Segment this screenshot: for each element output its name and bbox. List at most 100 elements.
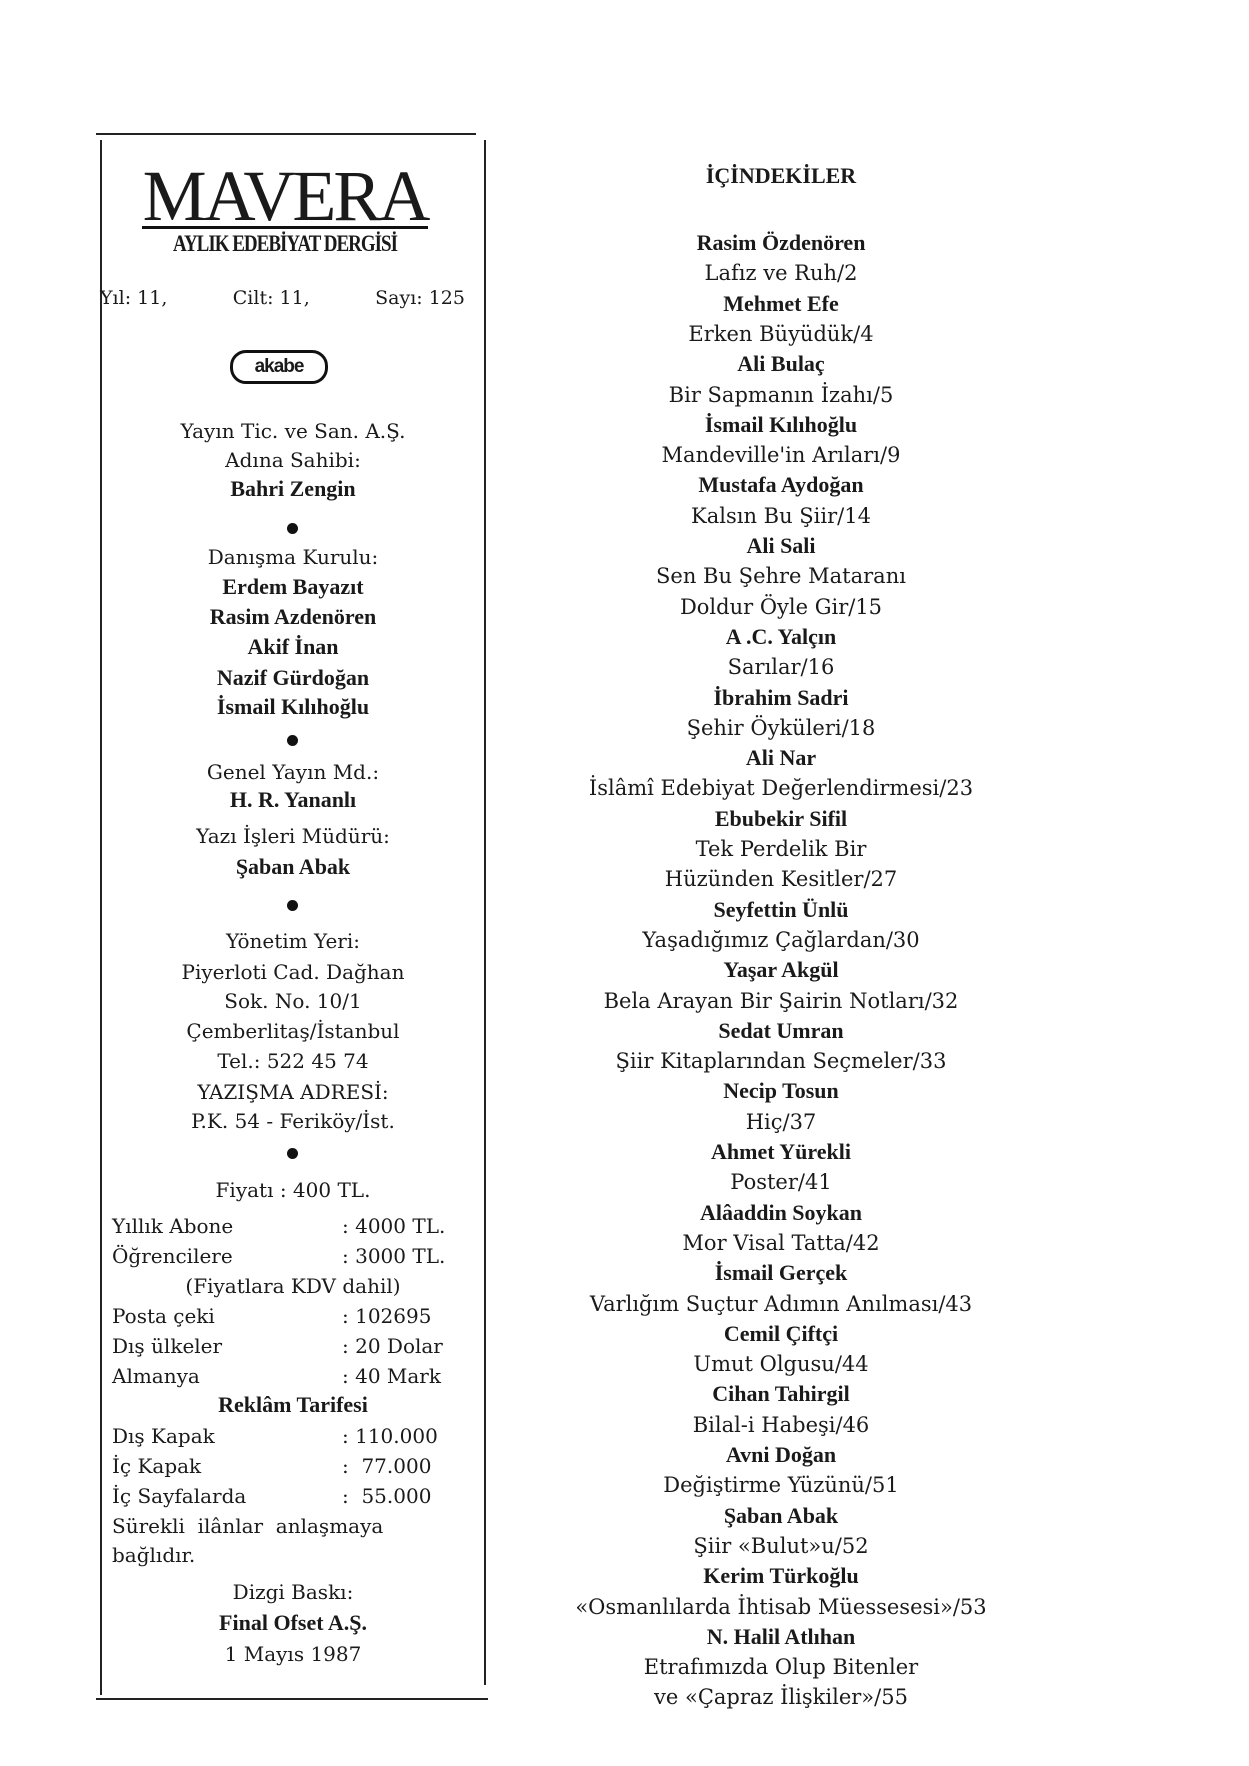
issue-info: Yıl: 11, Cilt: 11, Sayı: 125 (100, 287, 465, 309)
toc-author: İsmail Gerçek (714, 1260, 848, 1286)
imprint-line: YAZIŞMA ADRESİ: (197, 1080, 389, 1104)
toc-title-page: «Osmanlılarda İhtisab Müessesesi»/53 (575, 1594, 987, 1619)
issue-year: Yıl: 11, (100, 287, 168, 309)
row-label: İç Sayfalarda (112, 1484, 247, 1508)
toc-title-page: İslâmî Edebiyat Değerlendirmesi/23 (588, 776, 974, 801)
imprint-line: Tel.: 522 45 74 (217, 1049, 369, 1073)
toc-author: N. Halil Atlıhan (706, 1623, 856, 1649)
right-rule (484, 140, 486, 1685)
toc-author: Mehmet Efe (723, 290, 839, 316)
toc-author: Kerim Türkoğlu (703, 1563, 859, 1589)
toc-author: Ali Sali (746, 533, 816, 558)
toc-title-page: Şehir Öyküleri/18 (686, 715, 876, 740)
row-label: Dış Kapak (112, 1424, 215, 1448)
row-value: : 40 Mark (342, 1364, 441, 1388)
top-rule (96, 133, 476, 135)
bullet-separator (287, 900, 298, 911)
toc-title-page: Şiir «Bulut»u/52 (693, 1533, 869, 1558)
toc-title-page: Poster/41 (730, 1170, 832, 1195)
logo-underline (142, 226, 428, 229)
imprint-name: H. R. Yananlı (229, 787, 357, 812)
toc-author: Ahmet Yürekli (711, 1139, 851, 1164)
toc-title-page: Bilal-i Habeşi/46 (692, 1412, 870, 1437)
toc-title-page: Sarılar/16 (727, 655, 835, 680)
toc-author: Sedat Umran (718, 1017, 844, 1043)
toc-author: Şaban Abak (723, 1502, 839, 1528)
row-value: : 77.000 (342, 1454, 432, 1478)
row-value: : 3000 TL. (342, 1244, 446, 1268)
imprint-name: Final Ofset A.Ş. (219, 1610, 367, 1635)
toc-author: Alâaddin Soykan (699, 1199, 863, 1225)
toc-title-page: Doldur Öyle Gir/15 (679, 594, 883, 619)
toc-title-page: Mor Visal Tatta/42 (682, 1230, 880, 1255)
imprint-row: Yıllık Abone : 4000 TL. (112, 1213, 472, 1239)
publisher-logo: akabe (230, 350, 328, 384)
toc-author: Avni Doğan (725, 1442, 837, 1467)
imprint-line: Sok. No. 10/1 (224, 989, 362, 1013)
issue-number: Sayı: 125 (375, 287, 465, 309)
imprint-name: Erdem Bayazıt (222, 574, 364, 599)
imprint-name: Reklâm Tarifesi (218, 1392, 368, 1417)
bullet-separator (287, 523, 298, 534)
row-value: : 20 Dolar (342, 1334, 443, 1358)
imprint-row: İç Kapak : 77.000 (112, 1453, 472, 1479)
imprint-line: Dizgi Baskı: (232, 1580, 354, 1604)
toc-author: Ali Nar (745, 745, 817, 771)
row-label: Dış ülkeler (112, 1334, 223, 1358)
toc-title-page: Yaşadığımız Çağlardan/30 (642, 927, 920, 952)
imprint-row: Dış Kapak : 110.000 (112, 1423, 472, 1449)
toc-title-page: Mandeville'in Arıları/9 (661, 443, 901, 468)
magazine-logo: MAVERA (142, 156, 431, 236)
toc-author: Ali Bulaç (737, 351, 825, 377)
imprint-row: Almanya : 40 Mark (112, 1363, 472, 1389)
imprint-line: P.K. 54 - Feriköy/İst. (191, 1109, 395, 1133)
toc-title-page: Değiştirme Yüzünü/51 (663, 1473, 899, 1498)
imprint-line: Genel Yayın Md.: (206, 760, 380, 784)
imprint-line: Danışma Kurulu: (207, 545, 379, 569)
row-value: : 102695 (342, 1304, 432, 1328)
bottom-rule (96, 1698, 488, 1700)
toc-title-page: Tek Perdelik Bir (695, 837, 867, 861)
imprint-line: Sürekli ilânlar anlaşmaya (112, 1514, 384, 1538)
imprint-line: Yazı İşleri Müdürü: (196, 824, 390, 848)
row-label: Almanya (112, 1364, 200, 1388)
issue-volume: Cilt: 11, (232, 287, 310, 309)
toc-title-page: Bir Sapmanın İzahı/5 (668, 382, 894, 407)
row-label: Öğrencilere (112, 1244, 233, 1268)
toc-title-page: Sen Bu Şehre Mataranı (656, 564, 906, 589)
imprint-line: Yayın Tic. ve San. A.Ş. (180, 419, 406, 443)
toc-author: Necip Tosun (723, 1078, 839, 1104)
row-value: : 4000 TL. (342, 1214, 446, 1238)
toc-title-page: Şiir Kitaplarından Seçmeler/33 (615, 1049, 947, 1074)
imprint-name: Nazif Gürdoğan (216, 665, 370, 690)
toc-title-page: Erken Büyüdük/4 (688, 321, 874, 346)
toc-author: Yaşar Akgül (723, 957, 839, 983)
toc-author: İbrahim Sadri (713, 684, 849, 710)
toc-author: Rasim Özdenören (696, 230, 866, 255)
row-value: : 110.000 (342, 1424, 438, 1448)
imprint-line: Yönetim Yeri: (226, 929, 360, 953)
magazine-subtitle: AYLIK EDEBİYAT DERGİSİ (172, 231, 398, 257)
imprint-name: İsmail Kılıhoğlu (216, 694, 370, 719)
toc-author: Ebubekir Sifil (714, 805, 848, 831)
toc-author: Seyfettin Ünlü (713, 896, 849, 922)
toc-author: Cemil Çiftçi (723, 1320, 839, 1346)
imprint-line: 1 Mayıs 1987 (224, 1642, 362, 1666)
imprint-row: Öğrencilere : 3000 TL. (112, 1243, 472, 1269)
toc-title-page: Hiç/37 (745, 1109, 817, 1134)
toc-title-page: Lafız ve Ruh/2 (704, 261, 858, 286)
toc-title-page: Varlığım Suçtur Adımın Anılması/43 (589, 1291, 973, 1316)
imprint-line: Fiyatı : 400 TL. (215, 1178, 371, 1202)
toc-title-page: Etrafımızda Olup Bitenler (643, 1655, 919, 1680)
toc-title-page: ve «Çapraz İlişkiler»/55 (654, 1685, 908, 1710)
row-value: : 55.000 (342, 1484, 432, 1508)
imprint-row: Dış ülkeler : 20 Dolar (112, 1333, 472, 1359)
imprint-line: Piyerloti Cad. Dağhan (181, 960, 405, 984)
row-label: Yıllık Abone (112, 1214, 234, 1238)
toc-author: A .C. Yalçın (725, 623, 837, 649)
left-rule (100, 140, 102, 1695)
imprint-name: Bahri Zengin (230, 476, 356, 501)
imprint-line: bağlıdır. (112, 1543, 196, 1567)
row-label: İç Kapak (112, 1454, 202, 1478)
row-label: Posta çeki (112, 1304, 215, 1328)
